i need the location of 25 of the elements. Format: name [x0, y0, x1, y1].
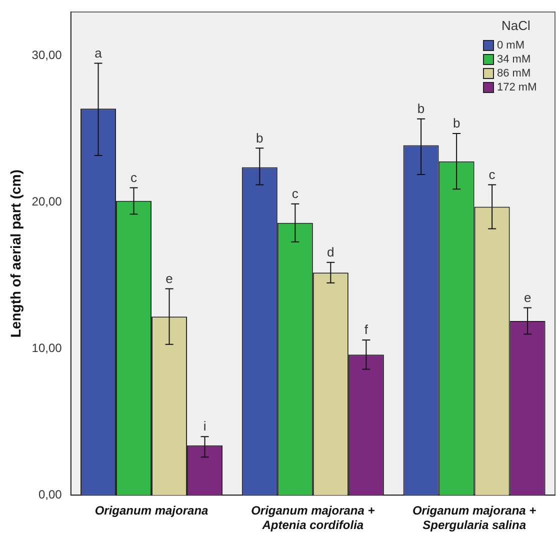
y-tick-label: 10,00	[32, 341, 62, 356]
legend-label: 0 mM	[497, 40, 524, 52]
annotation: d	[327, 244, 334, 260]
y-axis-title: Length of aerial part (cm)	[7, 170, 24, 338]
y-tick-label: 30,00	[32, 48, 62, 62]
y-tick-label: 20,00	[32, 194, 62, 209]
x-tick-label: Origanum majorana	[94, 504, 209, 518]
annotation: e	[166, 270, 173, 286]
annotation: i	[203, 418, 206, 434]
annotation: c	[292, 186, 299, 201]
legend-label: 86 mM	[497, 68, 531, 80]
annotation: b	[452, 116, 460, 131]
x-tick-label: Origanum majorana + Aptenia cordifolia	[251, 504, 375, 532]
annotation: b	[417, 100, 425, 116]
legend-label: 34 mM	[497, 54, 531, 66]
annotation: f	[364, 322, 368, 338]
annotation: c	[130, 170, 138, 185]
x-tick-label: Origanum majorana + Spergularia salina	[412, 504, 536, 532]
y-tick-label: 0,00	[38, 488, 62, 502]
legend-label: 172 mM	[497, 82, 537, 94]
annotation: e	[524, 290, 532, 305]
annotation: a	[94, 45, 103, 60]
annotation: c	[488, 166, 496, 182]
legend-title: NaCl	[502, 18, 531, 34]
annotation: b	[256, 130, 264, 146]
